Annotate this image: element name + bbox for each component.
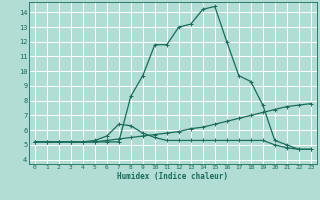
X-axis label: Humidex (Indice chaleur): Humidex (Indice chaleur) [117, 172, 228, 181]
